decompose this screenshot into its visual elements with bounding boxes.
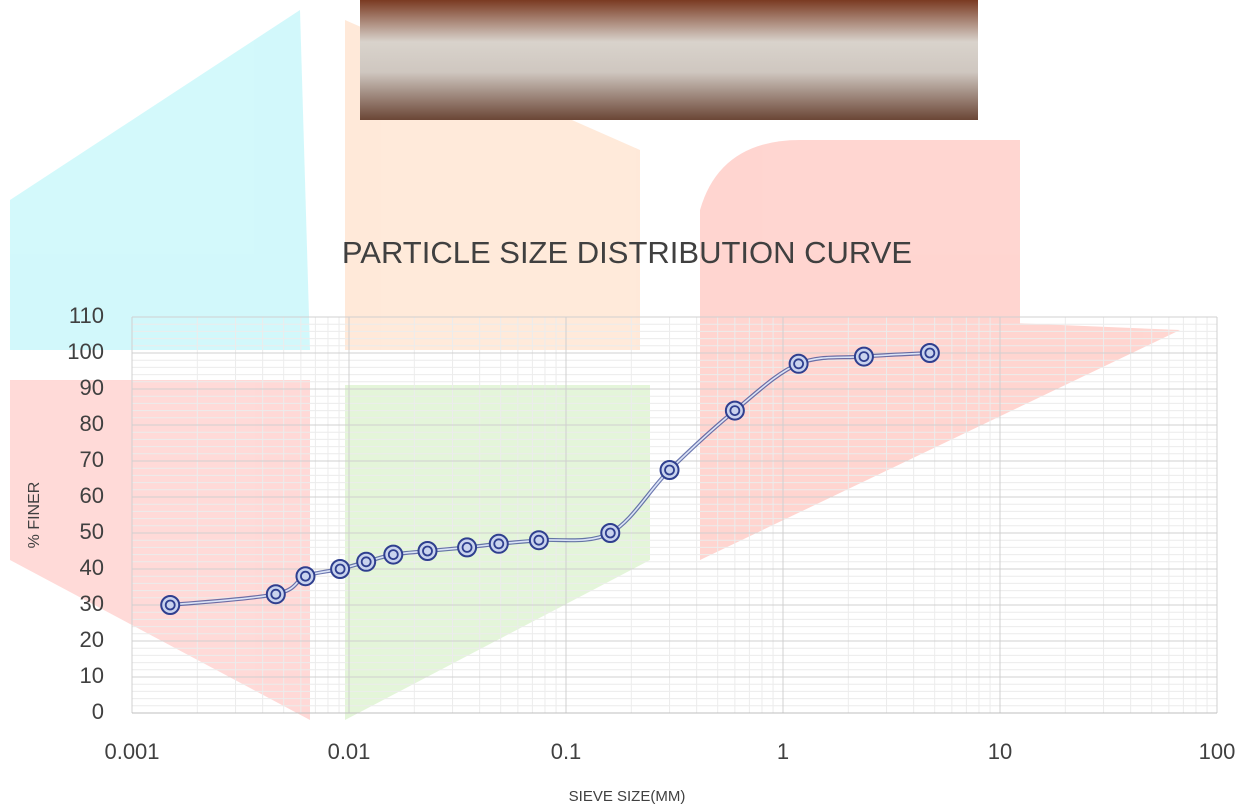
- data-point: [161, 596, 179, 614]
- x-tick-label: 0.01: [328, 739, 371, 764]
- chart-title: PARTICLE SIZE DISTRIBUTION CURVE: [342, 235, 912, 270]
- y-tick-label: 40: [80, 555, 104, 580]
- y-tick-label: 80: [80, 411, 104, 436]
- y-tick-label: 10: [80, 663, 104, 688]
- photo: [360, 0, 978, 120]
- x-axis-label: SIEVE SIZE(MM): [569, 788, 686, 805]
- y-axis-label: % FINER: [26, 482, 43, 549]
- data-point: [490, 535, 508, 553]
- data-point: [331, 560, 349, 578]
- data-point: [790, 355, 808, 373]
- y-tick-label: 60: [80, 483, 104, 508]
- data-point: [855, 348, 873, 366]
- data-point: [601, 524, 619, 542]
- y-tick-label: 50: [80, 519, 104, 544]
- data-point: [661, 461, 679, 479]
- data-point: [458, 538, 476, 556]
- y-tick-label: 30: [80, 591, 104, 616]
- data-point: [418, 542, 436, 560]
- x-tick-label: 10: [988, 739, 1012, 764]
- data-point: [296, 567, 314, 585]
- x-tick-label: 0.1: [551, 739, 582, 764]
- x-tick-label: 1: [777, 739, 789, 764]
- data-point: [530, 531, 548, 549]
- y-tick-label: 100: [67, 339, 104, 364]
- data-point: [357, 553, 375, 571]
- y-tick-label: 110: [69, 303, 104, 328]
- x-tick-label: 0.001: [104, 739, 159, 764]
- data-point: [726, 402, 744, 420]
- y-tick-label: 70: [80, 447, 104, 472]
- y-tick-label: 0: [92, 699, 104, 724]
- chart: 01020304050607080901001100.0010.010.1110…: [0, 0, 1250, 807]
- data-point: [921, 344, 939, 362]
- data-point: [267, 585, 285, 603]
- y-tick-label: 90: [80, 375, 104, 400]
- y-tick-label: 20: [80, 627, 104, 652]
- data-point: [384, 546, 402, 564]
- x-tick-label: 100: [1199, 739, 1236, 764]
